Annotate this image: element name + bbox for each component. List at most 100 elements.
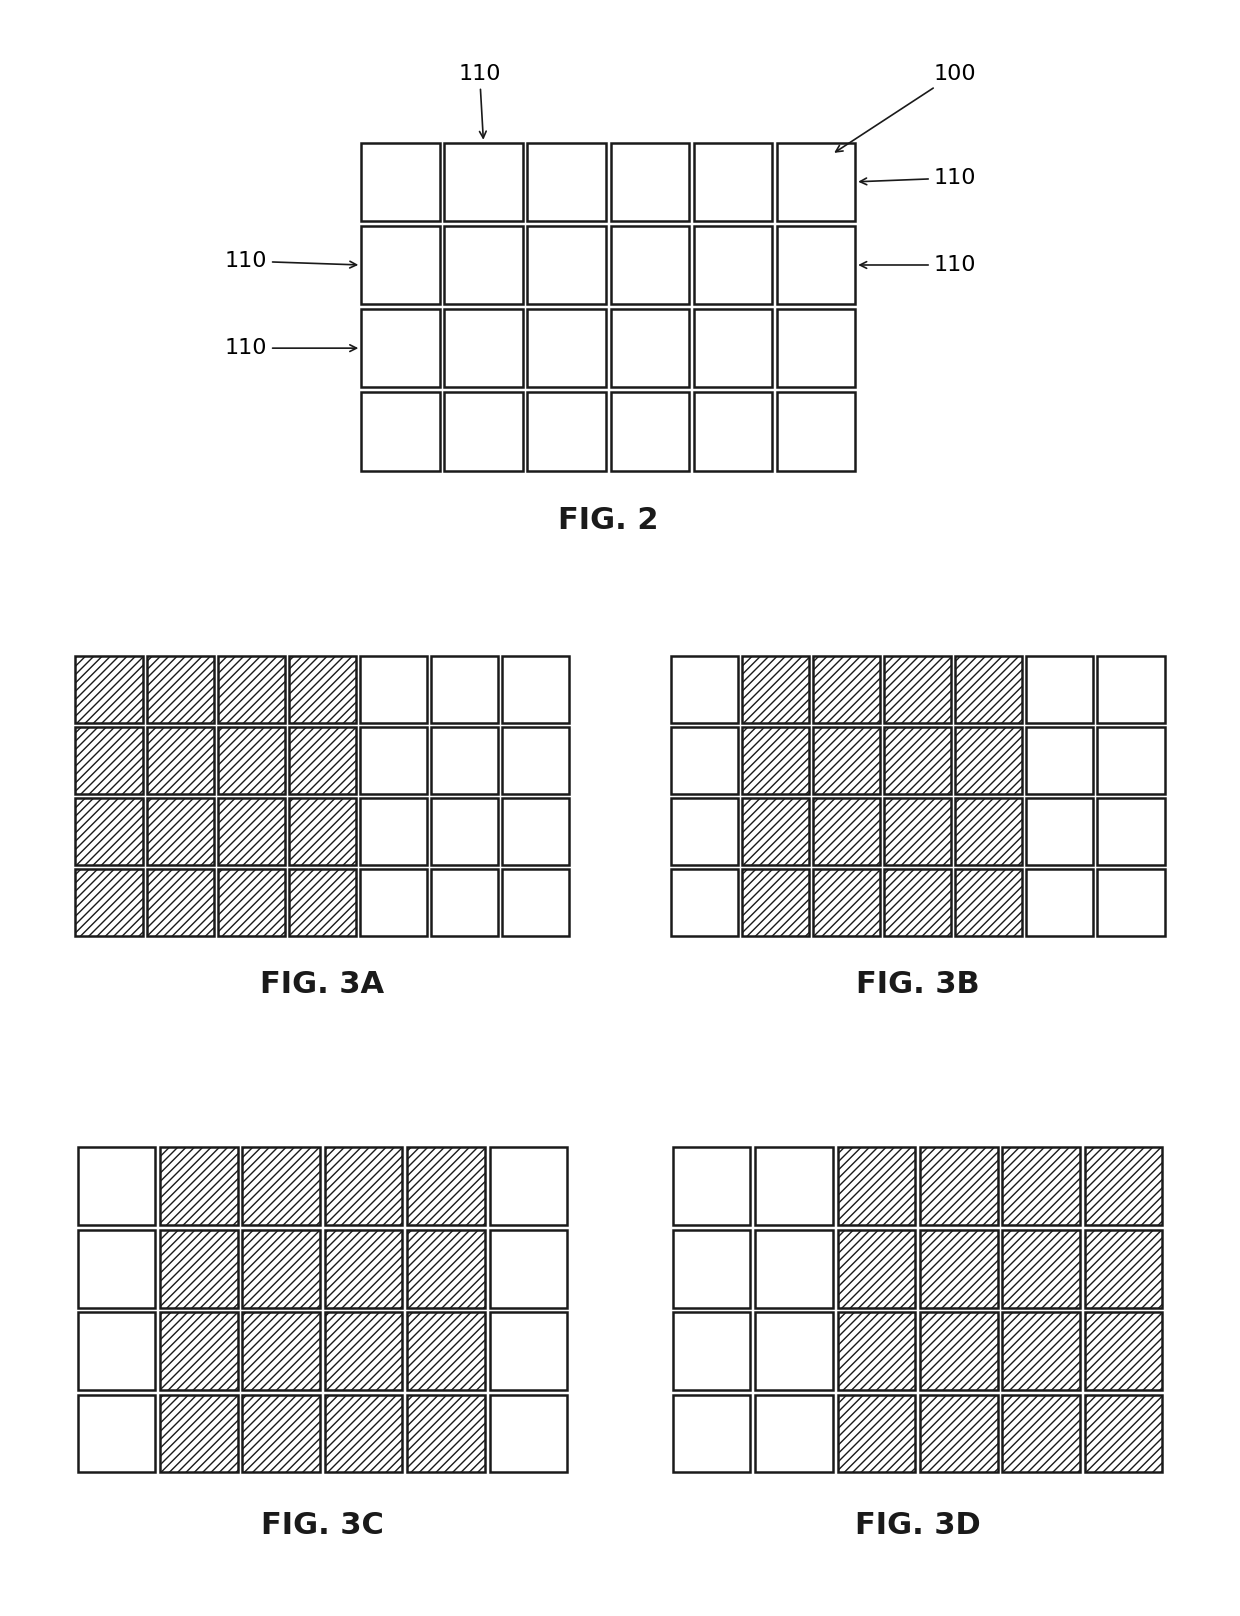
Bar xyxy=(432,727,498,793)
Bar xyxy=(407,1312,485,1390)
Bar xyxy=(242,1147,320,1225)
Bar xyxy=(360,656,427,722)
Bar xyxy=(527,142,606,221)
Bar xyxy=(755,1395,833,1472)
Bar xyxy=(146,869,213,936)
Bar xyxy=(610,142,689,221)
Bar xyxy=(955,656,1022,722)
Text: FIG. 2: FIG. 2 xyxy=(558,506,658,535)
Bar xyxy=(1027,727,1094,793)
Bar xyxy=(693,309,773,388)
Bar xyxy=(76,869,143,936)
Bar xyxy=(361,309,439,388)
Bar xyxy=(361,142,439,221)
Bar xyxy=(955,798,1022,865)
Bar xyxy=(160,1230,238,1307)
Bar xyxy=(1085,1312,1162,1390)
Bar xyxy=(1097,869,1164,936)
Bar xyxy=(360,869,427,936)
Bar xyxy=(1002,1395,1080,1472)
Bar xyxy=(777,393,856,470)
Text: FIG. 3A: FIG. 3A xyxy=(260,970,384,999)
Text: FIG. 3B: FIG. 3B xyxy=(856,970,980,999)
Bar xyxy=(884,727,951,793)
Bar xyxy=(289,869,356,936)
Bar xyxy=(1085,1395,1162,1472)
Bar xyxy=(527,226,606,304)
Bar xyxy=(218,656,285,722)
Bar xyxy=(76,727,143,793)
Bar xyxy=(490,1395,567,1472)
Bar xyxy=(361,226,439,304)
Bar xyxy=(490,1230,567,1307)
Bar xyxy=(1002,1312,1080,1390)
Bar xyxy=(673,1312,750,1390)
Bar xyxy=(242,1395,320,1472)
Bar xyxy=(610,226,689,304)
Bar xyxy=(884,656,951,722)
Bar xyxy=(360,727,427,793)
Bar xyxy=(1027,869,1094,936)
Bar xyxy=(673,1395,750,1472)
Bar xyxy=(920,1230,998,1307)
Bar xyxy=(742,656,808,722)
Bar xyxy=(432,869,498,936)
Bar xyxy=(693,226,773,304)
Bar xyxy=(777,309,856,388)
Bar xyxy=(289,656,356,722)
Bar xyxy=(813,869,880,936)
Bar xyxy=(289,727,356,793)
Bar xyxy=(160,1312,238,1390)
Bar xyxy=(289,798,356,865)
Bar xyxy=(813,727,880,793)
Bar xyxy=(742,727,808,793)
Bar xyxy=(146,727,213,793)
Bar xyxy=(360,798,427,865)
Bar xyxy=(502,656,569,722)
Bar xyxy=(78,1395,155,1472)
Bar xyxy=(673,1147,750,1225)
Bar xyxy=(755,1312,833,1390)
Bar xyxy=(527,393,606,470)
Bar xyxy=(444,309,523,388)
Bar xyxy=(955,727,1022,793)
Bar xyxy=(146,656,213,722)
Text: 110: 110 xyxy=(459,63,501,137)
Bar xyxy=(1097,798,1164,865)
Bar xyxy=(502,869,569,936)
Bar xyxy=(920,1395,998,1472)
Bar xyxy=(407,1147,485,1225)
Bar xyxy=(1027,656,1094,722)
Bar xyxy=(76,656,143,722)
Bar xyxy=(671,727,738,793)
Text: 100: 100 xyxy=(836,63,976,152)
Bar xyxy=(78,1312,155,1390)
Bar xyxy=(693,142,773,221)
Bar xyxy=(361,393,439,470)
Bar xyxy=(325,1395,403,1472)
Text: FIG. 3D: FIG. 3D xyxy=(854,1511,981,1540)
Bar xyxy=(242,1312,320,1390)
Bar xyxy=(671,869,738,936)
Bar xyxy=(1097,656,1164,722)
Bar xyxy=(777,142,856,221)
Bar xyxy=(146,798,213,865)
Bar xyxy=(920,1147,998,1225)
Bar xyxy=(78,1230,155,1307)
Bar xyxy=(432,798,498,865)
Bar xyxy=(813,656,880,722)
Bar xyxy=(884,869,951,936)
Bar xyxy=(1002,1230,1080,1307)
Bar xyxy=(742,798,808,865)
Bar xyxy=(610,393,689,470)
Bar xyxy=(444,393,523,470)
Bar xyxy=(1002,1147,1080,1225)
Bar xyxy=(325,1230,403,1307)
Bar xyxy=(78,1147,155,1225)
Bar xyxy=(837,1147,915,1225)
Bar xyxy=(432,656,498,722)
Bar xyxy=(407,1230,485,1307)
Bar xyxy=(671,798,738,865)
Bar xyxy=(837,1395,915,1472)
Text: 110: 110 xyxy=(861,168,976,187)
